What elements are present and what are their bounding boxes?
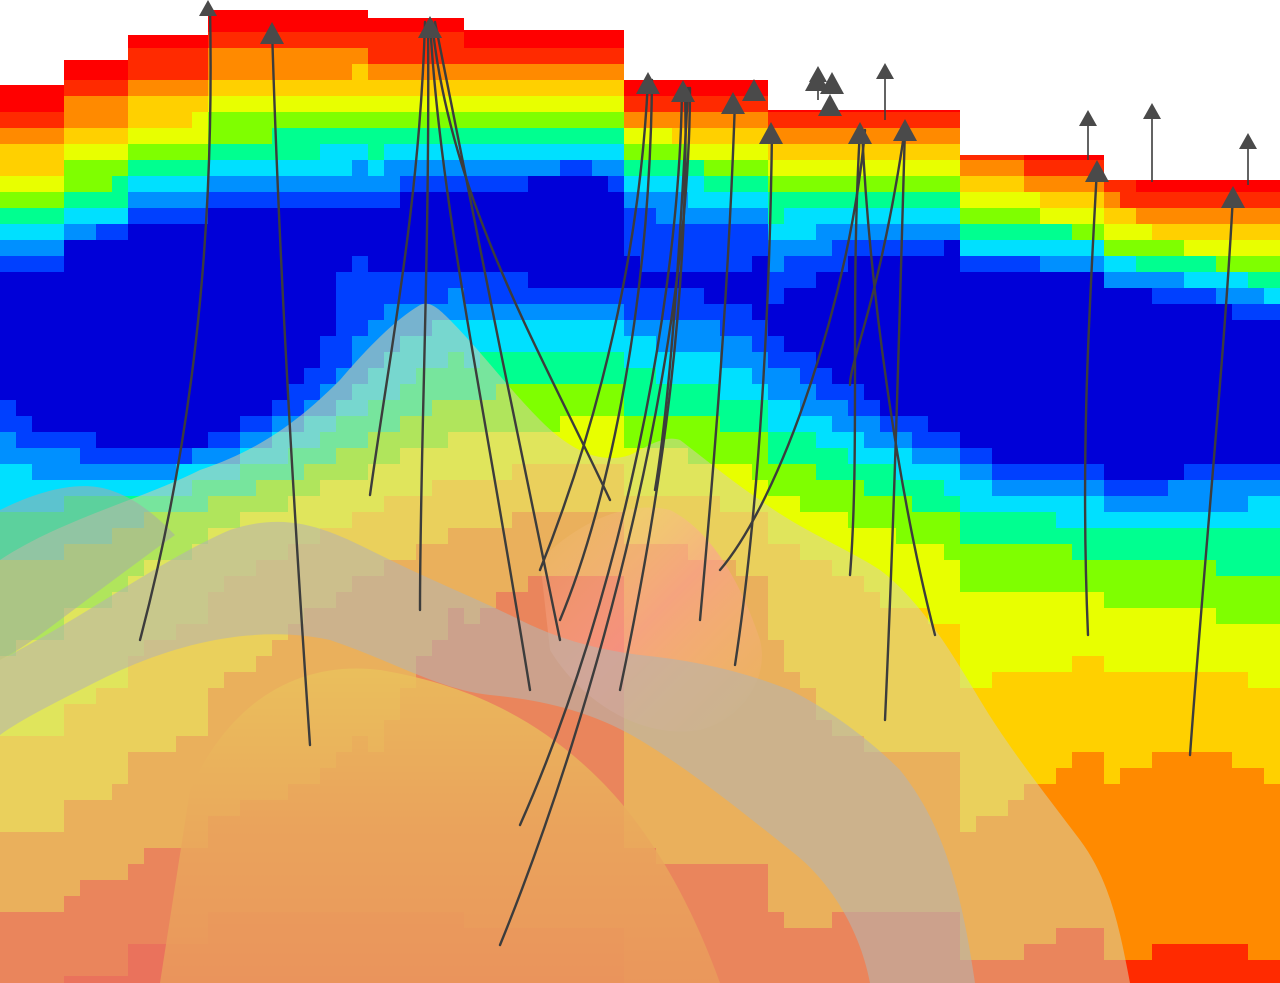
well-trajectory[interactable] [368, 20, 427, 497]
left-horizon-surface [0, 486, 175, 660]
well-trajectory[interactable] [883, 126, 907, 722]
wellhead-marker-icon[interactable] [1085, 160, 1109, 182]
wellhead-marker-icon[interactable] [721, 92, 745, 114]
well-trajectory[interactable] [538, 78, 650, 572]
well-trajectory[interactable] [653, 86, 690, 492]
well-trajectory[interactable] [848, 126, 907, 387]
well-trajectory[interactable] [270, 26, 312, 747]
wellhead-marker-icon[interactable] [1221, 186, 1245, 208]
well-trajectory[interactable] [1188, 193, 1235, 757]
well-trajectory[interactable] [433, 20, 562, 642]
well-trajectory[interactable] [1083, 166, 1099, 637]
wellhead-marker-icon[interactable] [1143, 103, 1161, 119]
wellhead-marker-icon[interactable] [818, 94, 842, 116]
wellhead-marker-icon[interactable] [805, 69, 829, 91]
well-trajectory[interactable] [498, 86, 692, 947]
well-trajectory[interactable] [518, 86, 684, 827]
well-trajectory[interactable] [430, 20, 612, 502]
well-trajectories [138, 0, 1257, 947]
wellhead-marker-icon[interactable] [876, 63, 894, 79]
lower-horizon-surface [0, 521, 975, 983]
wellhead-marker-icon[interactable] [820, 72, 844, 94]
wellhead-marker-icon[interactable] [742, 79, 766, 101]
well-trajectory[interactable] [428, 20, 532, 692]
wellhead-marker-icon[interactable] [199, 0, 217, 16]
well-trajectory[interactable] [733, 128, 774, 667]
well-trajectory[interactable] [618, 86, 687, 692]
wellhead-marker-icon[interactable] [260, 22, 284, 44]
wellhead-marker-icon[interactable] [893, 119, 917, 141]
well-trajectory[interactable] [558, 78, 654, 622]
wellhead-marker-icon[interactable] [418, 16, 442, 38]
wellhead-marker-icon[interactable] [636, 72, 660, 94]
wellhead-marker-icon[interactable] [1079, 110, 1097, 126]
well-trajectory[interactable] [698, 98, 737, 622]
well-trajectory[interactable] [138, 6, 212, 642]
wellhead-marker-icon[interactable] [671, 80, 695, 102]
wellhead-marker-icon[interactable] [848, 122, 872, 144]
well-trajectory[interactable] [718, 128, 867, 572]
well-trajectory[interactable] [418, 20, 430, 612]
horizon-surfaces [0, 303, 1130, 983]
wellhead-marker-icon[interactable] [1239, 133, 1257, 149]
wellhead-marker-icon[interactable] [759, 122, 783, 144]
well-trajectory[interactable] [860, 128, 937, 637]
